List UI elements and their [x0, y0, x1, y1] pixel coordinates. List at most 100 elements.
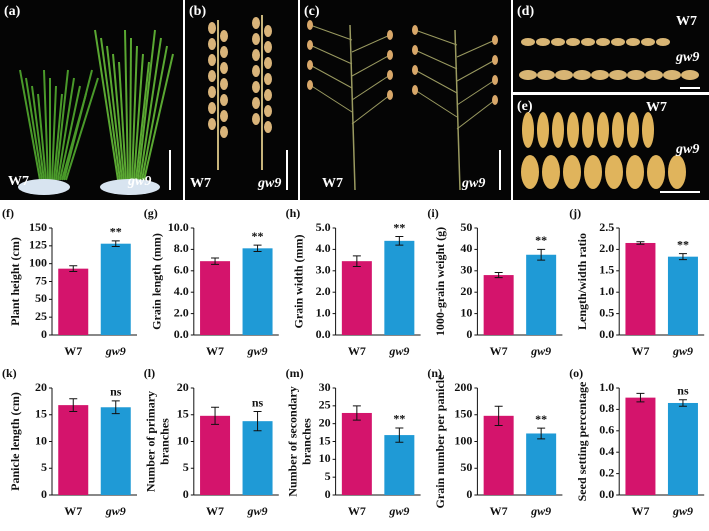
y-tick-label: 40	[460, 241, 472, 255]
grain	[605, 155, 623, 189]
significance: ns	[252, 395, 264, 409]
grain	[537, 112, 549, 148]
y-tick-label: 4.0	[316, 241, 331, 255]
y-tick-label: 10	[460, 305, 472, 319]
error-bar	[352, 405, 361, 421]
grain	[208, 102, 216, 114]
y-tick-label: 20	[177, 380, 189, 394]
y-tick-label: 30	[460, 263, 472, 277]
y-tick-label: 0	[41, 487, 47, 501]
significance: **	[535, 233, 547, 247]
y-tick-label: 15	[319, 433, 331, 447]
grain	[307, 80, 313, 90]
branch	[414, 49, 458, 70]
photo	[300, 0, 511, 200]
photo-caption: W7	[322, 176, 343, 191]
grain	[220, 62, 228, 74]
grain	[663, 70, 681, 80]
y-tick-label: 0	[466, 487, 472, 501]
grain	[567, 112, 579, 148]
bar	[100, 407, 131, 495]
stem	[349, 24, 356, 191]
grain	[573, 70, 591, 80]
significance: ns	[110, 385, 122, 399]
y-tick-label: 10	[177, 433, 189, 447]
panel-label: (d)	[517, 4, 534, 19]
grain	[264, 73, 272, 85]
photo-caption: W7	[646, 100, 667, 115]
leaf	[94, 29, 119, 181]
photo-caption: gw9	[461, 176, 485, 191]
grain	[264, 105, 272, 117]
y-tick-label: 1.0	[599, 284, 614, 298]
branch	[309, 64, 353, 89]
x-tick-label: W7	[206, 344, 224, 358]
y-tick-label: 1.0	[599, 380, 614, 394]
leaf	[100, 37, 121, 181]
grain	[220, 110, 228, 122]
grain	[521, 38, 535, 46]
grain	[563, 155, 581, 189]
y-axis-label: Plant height (cm)	[8, 237, 22, 326]
x-tick-label: gw9	[530, 504, 551, 518]
x-tick-label: gw9	[388, 504, 409, 518]
y-tick-label: 20	[319, 415, 331, 429]
grain	[208, 86, 216, 98]
branch	[456, 39, 496, 58]
y-tick-label: 30	[319, 380, 331, 394]
photo-caption: gw9	[127, 174, 151, 189]
y-axis-label: Panicle length (cm)	[8, 392, 22, 491]
panel-label: (n)	[427, 366, 442, 380]
y-tick-label: 0.6	[599, 423, 614, 437]
y-tick-label: 100	[29, 255, 47, 269]
y-tick-label: 50	[460, 460, 472, 474]
error-bar	[253, 411, 262, 432]
photo-caption: gw9	[257, 176, 281, 191]
grain	[584, 155, 602, 189]
y-tick-label: 2.0	[599, 241, 614, 255]
photo	[185, 0, 298, 200]
grain	[522, 112, 534, 148]
bar	[341, 412, 372, 495]
grain	[519, 70, 537, 80]
error-bar	[636, 392, 645, 403]
grain	[252, 81, 260, 93]
x-tick-label: W7	[631, 344, 649, 358]
error-bar	[636, 241, 645, 245]
y-tick-label: 25	[319, 398, 331, 412]
pot	[100, 179, 160, 195]
grain	[387, 50, 393, 60]
bar	[667, 402, 698, 495]
y-tick-label: 3.0	[316, 263, 331, 277]
y-tick-label: 5	[183, 460, 189, 474]
grain	[521, 155, 539, 189]
photo-caption: W7	[676, 14, 697, 29]
grain	[647, 155, 665, 189]
leaf	[19, 69, 41, 181]
grain	[387, 70, 393, 80]
grain	[581, 38, 595, 46]
grain	[566, 38, 580, 46]
grain	[492, 35, 498, 45]
y-tick-label: 2.5	[599, 220, 614, 234]
photo-caption: W7	[8, 174, 29, 189]
error-bar	[678, 253, 687, 261]
x-tick-label: W7	[348, 504, 366, 518]
grain	[536, 38, 550, 46]
grain	[220, 94, 228, 106]
grain	[387, 90, 393, 100]
leaf	[139, 37, 162, 181]
grain	[492, 95, 498, 105]
y-tick-label: 0	[325, 487, 331, 501]
significance: ns	[677, 384, 689, 398]
branch	[414, 89, 458, 118]
leaf	[106, 45, 123, 181]
grain	[626, 38, 640, 46]
grain	[681, 70, 699, 80]
y-axis-label: 1000-grain weight (g)	[433, 227, 447, 336]
pot	[18, 179, 70, 195]
grain	[627, 70, 645, 80]
grain	[412, 65, 418, 75]
grain	[611, 38, 625, 46]
